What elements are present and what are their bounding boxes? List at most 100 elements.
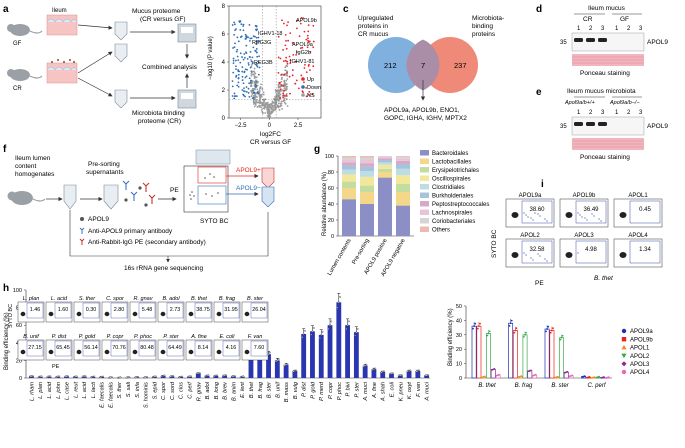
h2-bar <box>490 369 496 379</box>
venn-right-title-1: Microbiota- <box>472 15 504 22</box>
h-inset-cluster <box>160 311 166 317</box>
h-point <box>58 375 60 378</box>
primary-antibody-icons <box>122 180 138 201</box>
volcano-point-down <box>247 62 250 64</box>
h-inset-frame <box>45 301 73 323</box>
volcano-point-down <box>241 75 244 78</box>
g-bar-segment <box>342 157 356 160</box>
h-point <box>275 360 277 363</box>
h-point <box>329 324 331 327</box>
volcano-point-down <box>245 75 248 78</box>
volcano-point-down <box>232 47 234 49</box>
blot-d-group-gf: GF <box>620 16 629 23</box>
h2-point <box>546 328 548 330</box>
volcano-point-up <box>291 74 294 77</box>
h-category-label: K. pneu <box>398 382 404 401</box>
h-inset-value: 70.76 <box>112 345 126 351</box>
h2-ytick-label: 10 <box>456 362 462 368</box>
h2-category-label: C. perf <box>587 383 606 389</box>
i-event <box>544 258 546 260</box>
volcano-point-up <box>303 30 306 33</box>
volcano-point-ns <box>250 64 253 66</box>
venn-right-count: 237 <box>454 61 467 70</box>
volcano-point-ns <box>252 100 255 102</box>
volcano-point-down <box>251 62 254 65</box>
h-inset-title: P. copr <box>107 334 125 340</box>
h2-bar <box>549 330 555 379</box>
blot-d-lane-numbers: 1 2 3 1 2 3 <box>577 26 643 32</box>
h-ytick-label: 20 <box>16 358 22 364</box>
g-legend-label: Burkholderiales <box>432 194 473 200</box>
h-inset-cluster <box>216 311 222 317</box>
h-category-label: L. plan <box>38 382 44 399</box>
volcano-point-down <box>248 82 251 85</box>
h-point <box>276 359 279 362</box>
h2-legend: APOL9a APOL9b APOL1 APOL2 APOL3 APOL4 <box>621 328 653 376</box>
h-point <box>93 375 96 378</box>
volcano-point-ns <box>285 79 288 82</box>
h-point <box>330 320 333 323</box>
h-point <box>312 327 315 329</box>
volcano-point-down <box>252 92 255 94</box>
volcano-point-ns <box>278 109 281 111</box>
volcano-point-down <box>233 97 236 100</box>
volcano-point-down <box>246 68 248 71</box>
g-bar-segment <box>378 162 392 165</box>
g-bar-segment <box>396 164 410 169</box>
h-category-label: B. anim <box>231 382 237 401</box>
i-event <box>586 219 588 221</box>
blot-d-bands <box>574 38 607 42</box>
volcano-point-ns <box>281 76 283 79</box>
volcano-point-down <box>241 56 243 58</box>
i-event <box>584 217 586 219</box>
h-inset-frame <box>73 339 101 361</box>
h-inset-gate <box>166 340 184 357</box>
volcano-ytick-label: 6 <box>222 32 226 38</box>
volcano-xtick-label: 0 <box>268 123 272 129</box>
volcano-point-down <box>248 77 251 80</box>
mucus-proteome-sub: (CR versus GF) <box>140 16 186 23</box>
h2-ytick-label: 50 <box>456 304 462 310</box>
h-bar <box>283 364 289 378</box>
h2-legend-marker <box>621 369 627 375</box>
panel-d-letter: d <box>536 4 542 15</box>
volcano-point-up <box>307 30 310 33</box>
g-ylabel: Relative abundance (%) <box>322 172 328 236</box>
f-gate-positive <box>197 166 227 184</box>
f-facs-plot <box>183 165 229 213</box>
h-point <box>346 324 349 327</box>
volcano-point-down <box>257 73 260 76</box>
volcano-point-down <box>250 60 253 63</box>
h-bar <box>301 334 307 378</box>
volcano-point-ns <box>272 101 275 104</box>
panel-b-letter: b <box>204 4 210 15</box>
h-category-label: P. gold <box>310 381 316 399</box>
lane-number: 2 <box>589 110 593 116</box>
lane-number: 1 <box>577 110 581 116</box>
h-point <box>207 374 210 377</box>
h-inset-title: E. coli <box>220 334 236 340</box>
h-bar <box>380 371 386 378</box>
h-inset-value: 31.95 <box>224 307 238 313</box>
volcano-point-up <box>287 39 290 42</box>
volcano-point-ns <box>250 94 253 97</box>
volcano-point-ns <box>279 86 282 88</box>
g-legend-swatch <box>420 150 429 156</box>
h-point <box>345 328 348 330</box>
volcano-point-ns <box>256 106 259 108</box>
i-event <box>539 255 541 257</box>
volcano-point-down <box>240 23 243 26</box>
volcano-point-down <box>237 59 240 62</box>
blot-e-ponceau-lines <box>572 140 644 148</box>
volcano-point-down <box>237 85 240 88</box>
volcano-point-ns <box>264 112 267 114</box>
h-inset-title: A. fine <box>190 334 207 340</box>
i-event <box>546 220 548 222</box>
volcano-point-ns <box>283 87 286 90</box>
h-bar <box>371 369 377 378</box>
h-category-label: L. case <box>65 382 71 400</box>
h-point <box>383 370 385 373</box>
volcano-point-down <box>242 58 245 61</box>
h2-point <box>524 333 526 336</box>
i-event <box>525 254 527 256</box>
